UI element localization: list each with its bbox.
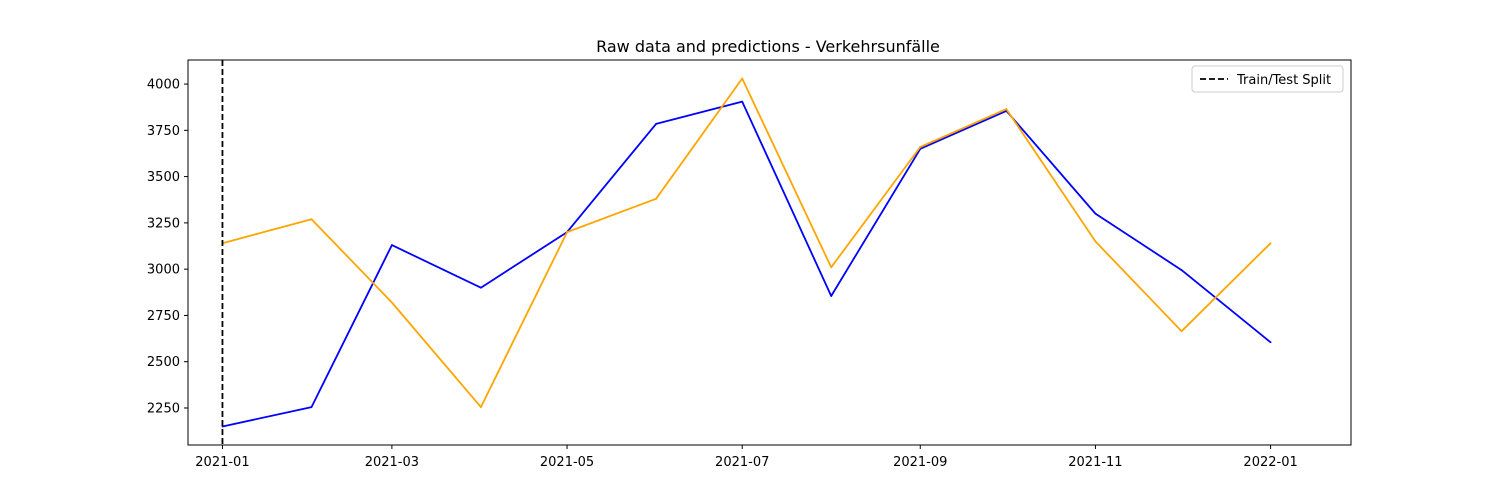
series-1-point (390, 244, 393, 246)
y-tick-label: 2500 (147, 355, 180, 370)
series-1-point (1180, 269, 1183, 271)
series-2-point (390, 301, 393, 304)
x-tick-label: 2021-11 (1068, 455, 1122, 470)
x-tick-label: 2021-03 (365, 455, 419, 470)
y-tick-label: 4000 (147, 78, 180, 93)
series-1-point (830, 295, 833, 297)
series-2-point (830, 266, 833, 269)
series-1-point (221, 425, 224, 428)
series-2-point (1005, 108, 1008, 110)
x-tick-label: 2021-07 (715, 455, 769, 470)
series-2-point (655, 197, 657, 200)
series-1-point (741, 100, 744, 103)
series-2-point (566, 231, 568, 234)
x-tick-label: 2022-01 (1243, 455, 1297, 470)
y-tick-label: 3500 (147, 170, 180, 185)
x-tick-label: 2021-01 (195, 455, 249, 470)
series-2-point (310, 218, 313, 221)
legend-box (1191, 65, 1344, 93)
y-tick-label: 3250 (147, 216, 180, 231)
y-tick-label: 2250 (147, 401, 180, 416)
legend: Train/Test Split (1191, 65, 1344, 93)
y-tick-label: 3000 (147, 263, 180, 278)
series-1-point (1269, 341, 1272, 344)
chart-title: Raw data and predictions - Verkehrsunfäl… (596, 37, 940, 56)
series-2-point (480, 406, 482, 408)
series-2-point (919, 146, 922, 148)
legend-label-split: Train/Test Split (1236, 73, 1331, 88)
series-line-1 (222, 100, 1272, 428)
series-1-point (1094, 212, 1097, 215)
x-tick-label: 2021-05 (540, 455, 594, 470)
y-tick-label: 3750 (147, 124, 180, 139)
series-line-2 (222, 77, 1272, 409)
y-tick-label: 2750 (147, 309, 180, 324)
plot-area (221, 60, 1272, 445)
axes-frame (187, 59, 1352, 446)
series-2-point (1094, 240, 1097, 243)
x-tick-label: 2021-09 (893, 455, 947, 470)
series-2-point (1269, 242, 1272, 245)
series-2-point (1180, 330, 1183, 333)
series-1-point (480, 286, 482, 289)
series-1-point (655, 122, 657, 125)
series-2-point (741, 77, 744, 80)
series-1-point (310, 406, 313, 408)
